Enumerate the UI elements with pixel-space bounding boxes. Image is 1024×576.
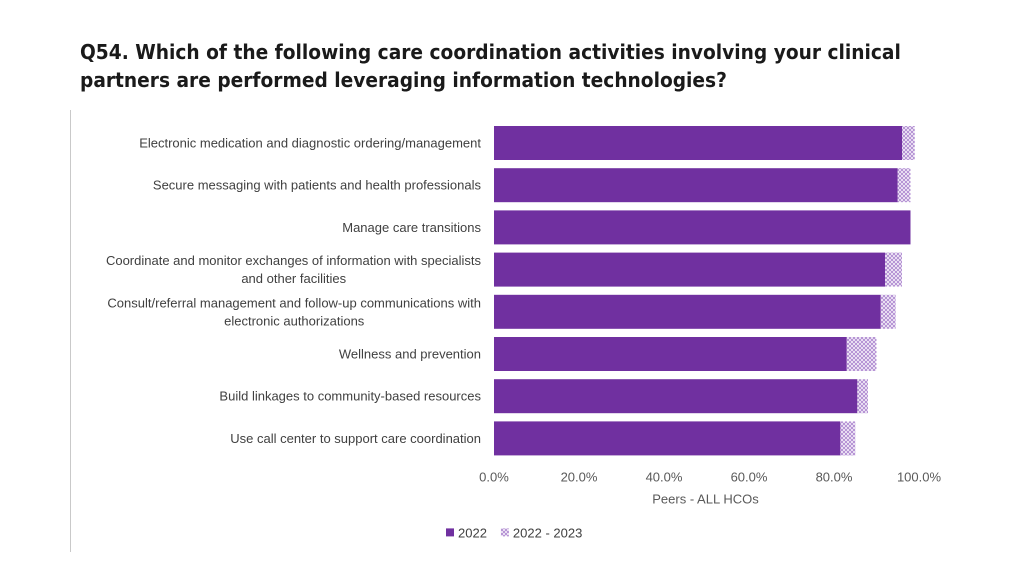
x-axis-title: Peers - ALL HCOs	[652, 491, 759, 506]
bar-2022	[494, 168, 898, 203]
bar-2022	[494, 379, 858, 414]
category-label: Build linkages to community-based resour…	[219, 389, 481, 404]
bar-2022-2023	[880, 294, 896, 329]
bar-2022	[494, 337, 847, 371]
category-label: Coordinate and monitor exchanges of info…	[106, 253, 482, 268]
legend-swatch-2022-2023	[500, 528, 509, 537]
x-tick-label: 100.0%	[897, 469, 942, 484]
category-label: Electronic medication and diagnostic ord…	[139, 136, 481, 151]
category-label: electronic authorizations	[224, 313, 365, 328]
bar-2022-2023	[902, 126, 915, 160]
category-label: Secure messaging with patients and healt…	[153, 178, 482, 193]
bar-2022-2023	[885, 252, 902, 287]
category-label: Consult/referral management and follow-u…	[107, 295, 481, 310]
x-tick-label: 20.0%	[561, 469, 598, 484]
bar-2022	[494, 294, 881, 329]
bar-2022	[494, 210, 911, 245]
x-axis-ticks-group: 0.0% 20.0% 40.0% 60.0% 80.0% 100.0%	[479, 469, 941, 484]
x-tick-label: 40.0%	[646, 469, 683, 484]
left-divider	[70, 110, 71, 552]
bar-2022-2023	[857, 379, 868, 414]
bar-2022-2023	[840, 421, 856, 456]
bars-group	[494, 126, 915, 456]
legend-label: 2022	[458, 525, 487, 540]
bar-2022	[494, 421, 841, 456]
legend-label: 2022 - 2023	[513, 525, 582, 540]
x-tick-label: 60.0%	[731, 469, 768, 484]
x-tick-label: 0.0%	[479, 469, 509, 484]
bar-2022	[494, 252, 885, 287]
category-label: Manage care transitions	[342, 220, 481, 235]
bar-2022-2023	[846, 337, 877, 371]
x-tick-label: 80.0%	[816, 469, 853, 484]
category-label: Wellness and prevention	[339, 347, 481, 362]
bar-2022-2023	[897, 168, 911, 203]
category-label: and other facilities	[241, 271, 346, 286]
legend-swatch-2022	[446, 528, 454, 537]
category-labels-group: Electronic medication and diagnostic ord…	[106, 136, 482, 446]
category-label: Use call center to support care coordina…	[230, 431, 481, 446]
slide-title: Q54. Which of the following care coordin…	[80, 40, 901, 92]
bar-2022	[494, 126, 902, 160]
legend: 2022 2022 - 2023	[446, 525, 582, 540]
